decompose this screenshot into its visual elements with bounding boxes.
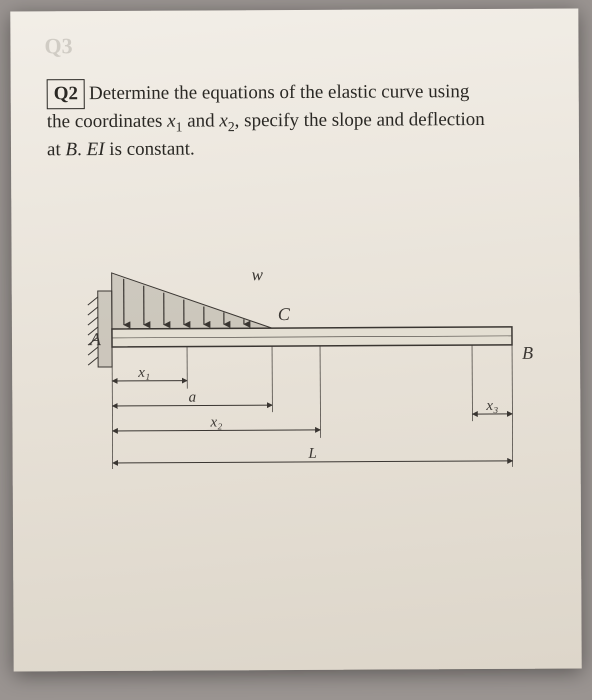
text-line3c: is constant. [104,138,194,159]
label-B: B [522,343,533,363]
paper-page: Q3 Q2Determine the equations of the elas… [10,9,581,672]
dim-L: L [307,446,316,462]
dim-x3: x₃ [485,398,498,414]
text-line2b: and [182,110,219,131]
text-line2c: , specify the slope and deflection [235,109,485,131]
problem-statement: Q2Determine the equations of the elastic… [47,77,557,163]
text-line3b: . [77,139,87,160]
label-w: w [252,265,264,284]
faint-watermark: Q3 [44,33,72,59]
beam-figure: A C B w x₁ a x₂ x₃ L [72,249,553,512]
beam-svg: A C B w x₁ a x₂ x₃ L [72,249,553,512]
dim-a: a [189,390,197,406]
label-A: A [89,329,102,349]
text-line1: Determine the equations of the elastic c… [89,81,470,104]
var-x2: x [219,110,228,131]
dim-x1: x₁ [137,365,150,381]
var-x1: x [167,110,176,131]
question-label: Q2 [47,79,85,109]
var-B: B [65,139,77,160]
text-line3a: at [47,139,66,160]
distributed-load [112,272,272,329]
var-EI: EI [87,139,105,160]
label-C: C [278,304,291,324]
dim-x2: x₂ [209,414,222,430]
text-line2a: the coordinates [47,110,167,132]
